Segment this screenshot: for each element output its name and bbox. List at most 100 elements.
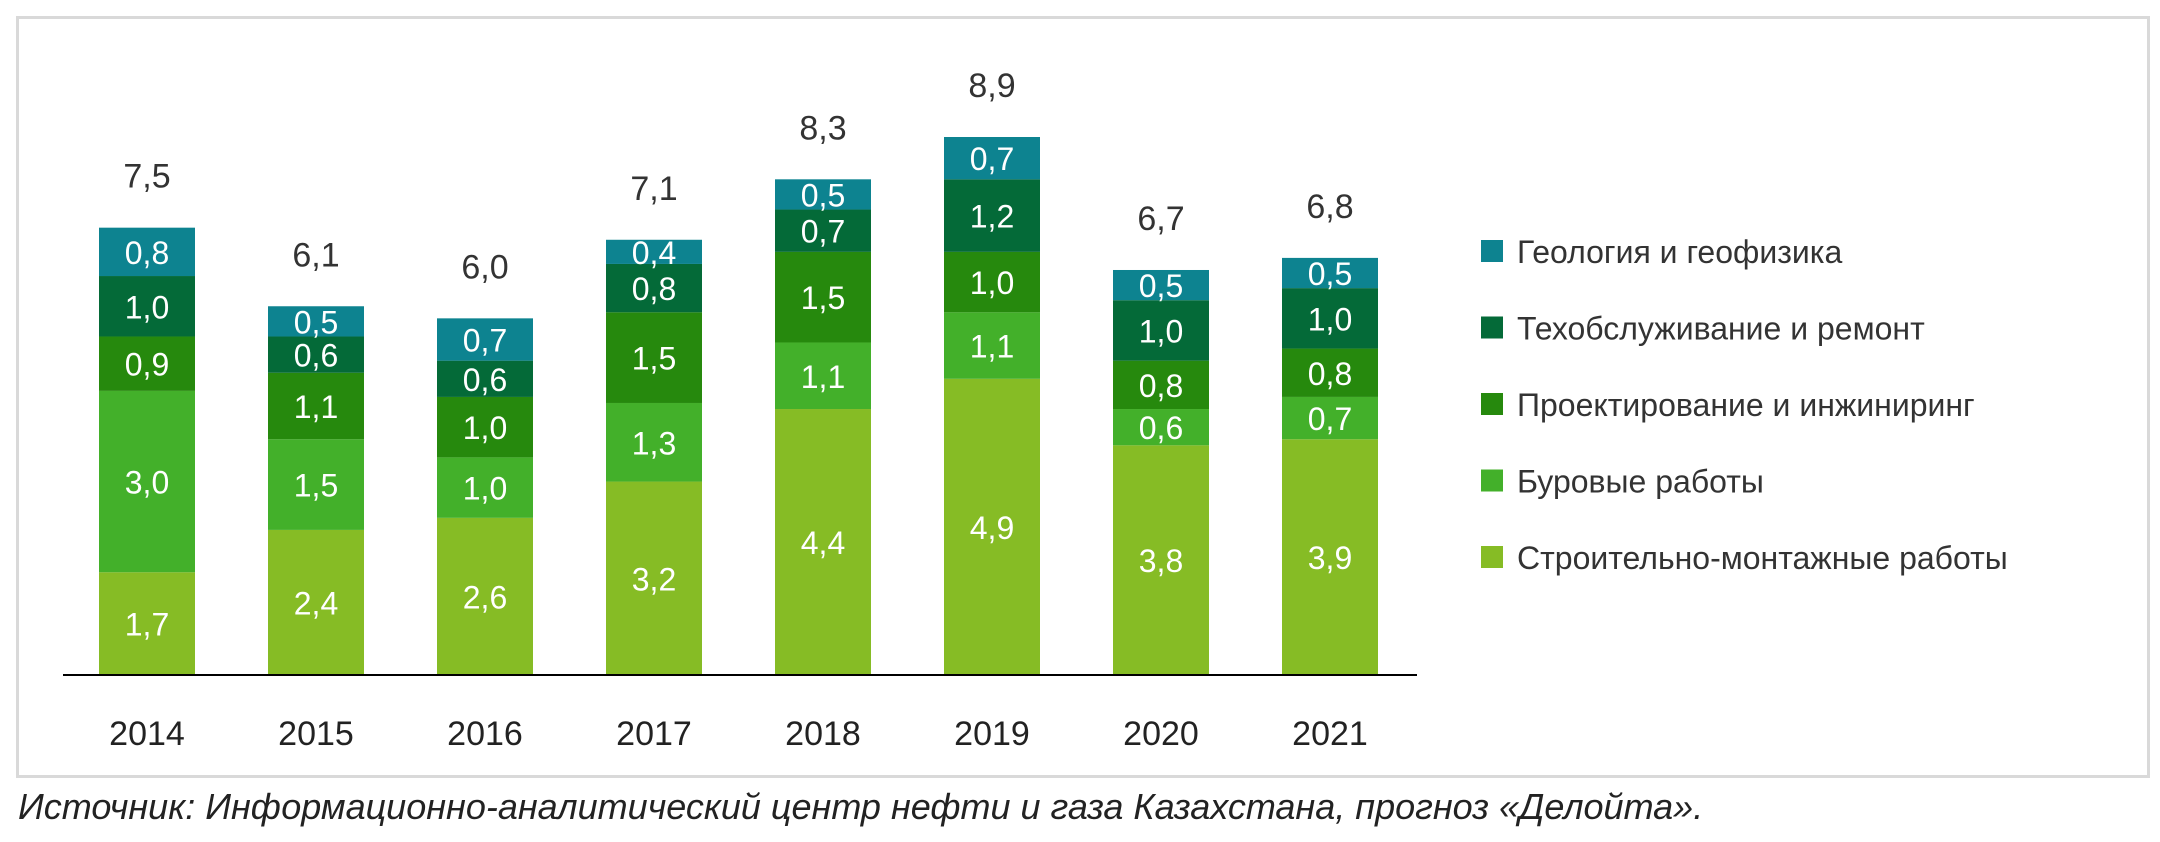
- segment-value-label: 0,7: [801, 214, 845, 250]
- legend-label: Строительно-монтажные работы: [1517, 540, 2008, 576]
- x-tick-label: 2016: [447, 715, 523, 753]
- segment-value-label: 1,3: [632, 425, 676, 461]
- bar-segment: [606, 263, 702, 313]
- segment-value-label: 3,2: [632, 561, 676, 597]
- bar-segment: [1282, 288, 1378, 349]
- bar-segment: [437, 457, 533, 518]
- bar-segment: [99, 276, 195, 337]
- segment-value-label: 1,7: [125, 607, 169, 643]
- segment-value-label: 1,0: [1139, 313, 1183, 349]
- bar-segment: [606, 312, 702, 403]
- bar-segment: [268, 336, 364, 373]
- total-value-label: 8,9: [968, 67, 1015, 105]
- segment-value-label: 1,5: [294, 468, 338, 504]
- segment-value-label: 0,7: [463, 323, 507, 359]
- bar-segment: [606, 402, 702, 482]
- bar-segment: [775, 409, 871, 675]
- bar-segment: [1113, 409, 1209, 446]
- bar-segment: [606, 481, 702, 675]
- segment-value-label: 2,4: [294, 585, 338, 621]
- bar-segment: [944, 137, 1040, 180]
- bar-segment: [775, 342, 871, 410]
- segment-value-label: 1,5: [801, 280, 845, 316]
- bar-segment: [944, 378, 1040, 675]
- segment-value-label: 0,6: [294, 338, 338, 374]
- segment-value-label: 1,1: [801, 359, 845, 395]
- segment-value-label: 0,7: [970, 141, 1014, 177]
- bar-segment: [1282, 348, 1378, 397]
- segment-value-label: 1,0: [125, 289, 169, 325]
- segment-value-label: 0,8: [1139, 368, 1183, 404]
- segment-value-label: 3,0: [125, 465, 169, 501]
- segment-value-label: 0,5: [294, 304, 338, 340]
- bar-segment: [268, 372, 364, 440]
- legend-swatch: [1481, 469, 1503, 492]
- bar-segment: [1282, 439, 1378, 675]
- total-value-label: 6,7: [1137, 200, 1184, 238]
- source-note: Источник: Информационно-аналитический це…: [18, 786, 1704, 827]
- stacked-bar-chart: 1,73,00,91,00,87,520142,41,51,10,60,56,1…: [63, 67, 2008, 753]
- segment-value-label: 1,0: [970, 265, 1014, 301]
- segment-value-label: 0,5: [1139, 268, 1183, 304]
- bar-segment: [1113, 300, 1209, 361]
- segment-value-label: 3,8: [1139, 543, 1183, 579]
- x-tick-label: 2014: [109, 715, 185, 753]
- bar-segment: [437, 396, 533, 458]
- bar-segment: [944, 251, 1040, 313]
- legend-label: Геология и геофизика: [1517, 234, 1842, 270]
- bar-segment: [775, 251, 871, 343]
- segment-value-label: 4,9: [970, 510, 1014, 546]
- bar-segment: [268, 439, 364, 530]
- segment-value-label: 0,5: [1308, 256, 1352, 292]
- x-tick-label: 2017: [616, 715, 692, 753]
- segment-value-label: 0,6: [1139, 410, 1183, 446]
- segment-value-label: 0,7: [1308, 401, 1352, 437]
- x-tick-label: 2015: [278, 715, 354, 753]
- bar-segment: [437, 318, 533, 361]
- segment-value-label: 0,8: [125, 235, 169, 271]
- legend-swatch: [1481, 240, 1503, 262]
- segment-value-label: 0,8: [632, 271, 676, 307]
- bar-segment: [944, 179, 1040, 252]
- segment-value-label: 3,9: [1308, 540, 1352, 576]
- legend-swatch: [1481, 546, 1503, 568]
- bar-segment: [437, 517, 533, 675]
- segment-value-label: 1,0: [463, 471, 507, 507]
- segment-value-label: 1,1: [970, 329, 1014, 365]
- bar-segment: [268, 306, 364, 337]
- x-tick-label: 2019: [954, 715, 1030, 753]
- x-tick-label: 2018: [785, 715, 861, 753]
- bar-segment: [775, 179, 871, 210]
- bar-segment: [99, 390, 195, 573]
- segment-value-label: 2,6: [463, 579, 507, 615]
- bar-segment: [944, 312, 1040, 379]
- x-tick-label: 2020: [1123, 715, 1199, 753]
- bar-segment: [268, 529, 364, 675]
- segment-value-label: 0,5: [801, 177, 845, 213]
- chart-frame: 1,7 3,0 0,9 1,0 0,8 7,5 2014 2,4 1,5 1,1 0,6 0,5 6,1…: [16, 16, 2150, 778]
- total-value-label: 7,5: [123, 158, 170, 196]
- legend-label: Буровые работы: [1517, 464, 1764, 500]
- total-value-label: 6,1: [292, 236, 339, 274]
- bar-segment: [99, 572, 195, 675]
- legend-label: Техобслуживание и ремонт: [1517, 311, 1925, 347]
- bar-segment: [1113, 269, 1209, 301]
- bar-segment: [1282, 257, 1378, 289]
- bar-segment: [775, 209, 871, 252]
- bar-segment: [99, 336, 195, 391]
- segment-value-label: 1,1: [294, 389, 338, 425]
- segment-value-label: 0,8: [1308, 356, 1352, 392]
- segment-value-label: 0,9: [125, 347, 169, 383]
- bar-segment: [1113, 360, 1209, 410]
- total-value-label: 6,0: [461, 248, 508, 286]
- total-value-label: 8,3: [799, 109, 846, 147]
- total-value-label: 7,1: [630, 170, 677, 208]
- segment-value-label: 0,6: [463, 362, 507, 398]
- bar-segment: [606, 239, 702, 264]
- legend-swatch: [1481, 393, 1503, 415]
- bar-segment: [437, 360, 533, 397]
- bar-segment: [1282, 396, 1378, 440]
- legend-swatch: [1481, 316, 1503, 339]
- x-tick-label: 2021: [1292, 715, 1368, 753]
- segment-value-label: 1,0: [1308, 301, 1352, 337]
